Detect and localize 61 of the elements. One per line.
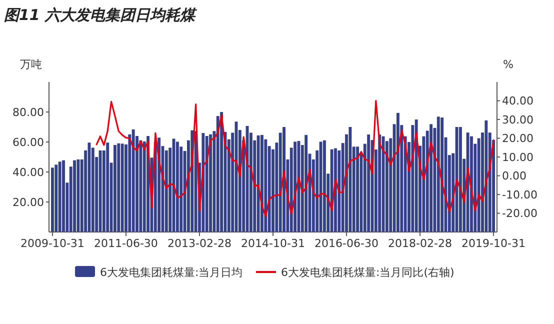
y2-tick-label: 30.00 [502, 113, 534, 126]
bar [440, 118, 444, 232]
y-tick-label: 80.00 [12, 106, 44, 119]
bar [58, 162, 62, 232]
bar [76, 159, 80, 232]
bar [484, 120, 488, 232]
bar [106, 142, 110, 232]
bar [73, 160, 76, 232]
bar [132, 129, 135, 232]
y2-tick-label: 0.00 [502, 170, 526, 183]
bar [430, 124, 433, 232]
x-tick-label: 2019-10-31 [462, 237, 526, 250]
y-tick-label: 20.00 [12, 196, 44, 209]
bar [396, 112, 400, 232]
y2-tick-label: 10.00 [502, 150, 534, 164]
y2-tick-label: -20.00 [502, 207, 538, 220]
bar [205, 136, 208, 232]
bar [176, 142, 179, 232]
bar [436, 116, 440, 232]
chart-title: 图11 六大发电集团日均耗煤 [4, 6, 198, 24]
bar [348, 127, 352, 232]
bar [356, 146, 360, 232]
bar [304, 134, 308, 232]
y2-axis-title: % [503, 58, 514, 71]
bar [470, 136, 473, 232]
bar [458, 127, 462, 232]
bar [216, 116, 220, 232]
y-axis-title: 万吨 [20, 58, 42, 71]
y2-tick-label: -10.00 [502, 188, 538, 202]
bar [51, 168, 54, 232]
x-tick-label: 2018-02-28 [388, 237, 452, 250]
bar [294, 142, 297, 232]
bar [209, 134, 212, 232]
bar [120, 144, 124, 232]
y2-tick-label: 20.00 [502, 132, 534, 146]
y2-tick-label: 40.00 [502, 94, 534, 108]
bar [319, 142, 322, 232]
bar [282, 127, 286, 232]
bar [367, 134, 370, 232]
line-series [96, 100, 494, 217]
bar [54, 164, 58, 232]
legend-label: 6大发电集团耗煤量:当月同比(右轴) [281, 266, 454, 279]
bar [264, 139, 268, 232]
x-tick-label: 2014-10-31 [241, 237, 305, 250]
x-tick-label: 2009-10-31 [20, 237, 84, 250]
bar [260, 134, 264, 232]
bar [62, 160, 65, 232]
bar [220, 112, 224, 232]
legend-label: 6大发电集团耗煤量:当月日均 [100, 266, 243, 279]
bar [164, 150, 168, 232]
bar [113, 145, 116, 232]
y-tick-label: 60.00 [12, 136, 44, 149]
bar [378, 134, 382, 232]
bar [322, 140, 326, 232]
x-tick-label: 2011-06-30 [94, 237, 158, 250]
y-tick-label: 40.00 [12, 166, 44, 179]
bar [139, 140, 142, 232]
bar [256, 135, 260, 232]
x-tick-label: 2013-02-28 [168, 237, 232, 250]
bar [117, 143, 120, 232]
x-tick-label: 2016-06-30 [314, 237, 378, 250]
